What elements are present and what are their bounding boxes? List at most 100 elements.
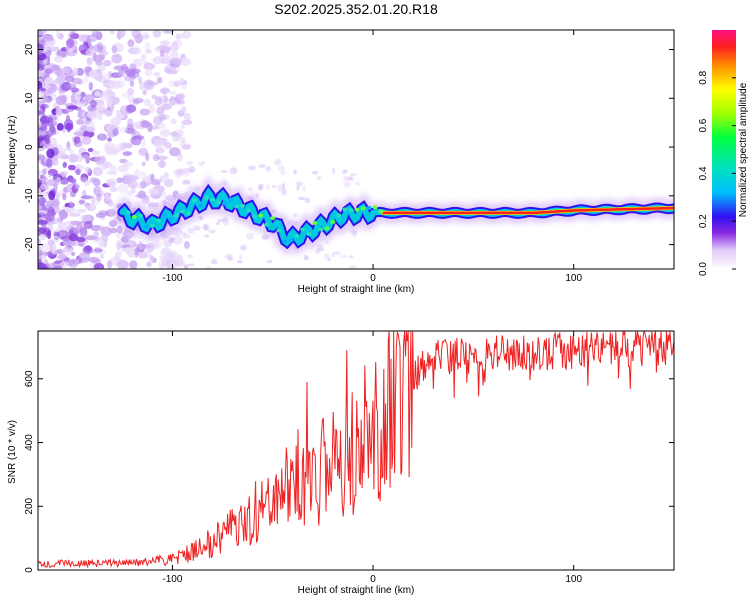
noise-blob: [49, 137, 57, 147]
noise-blob: [127, 247, 136, 258]
noise-blob: [38, 253, 43, 259]
noise-blob: [82, 136, 92, 145]
noise-blob: [293, 169, 297, 175]
noise-blob: [118, 30, 126, 38]
noise-blob: [82, 76, 90, 84]
noise-blob: [93, 248, 103, 253]
noise-blob: [324, 253, 330, 260]
noise-blob: [327, 257, 331, 262]
noise-blob: [153, 139, 165, 149]
noise-blob: [68, 148, 74, 154]
noise-blob: [94, 189, 104, 197]
noise-blob: [38, 249, 43, 257]
noise-blob: [97, 113, 103, 121]
noise-blob: [347, 271, 355, 276]
noise-blob: [265, 165, 272, 172]
noise-blob: [183, 112, 191, 122]
noise-blob: [95, 224, 105, 231]
noise-blob: [98, 210, 107, 215]
noise-blob: [85, 49, 95, 56]
noise-blob: [60, 82, 71, 92]
noise-blob: [170, 131, 178, 137]
noise-blob: [131, 46, 143, 55]
noise-blob: [62, 192, 67, 201]
noise-blob: [171, 258, 181, 268]
noise-blob: [41, 34, 54, 43]
noise-blob: [141, 34, 150, 39]
noise-blob: [86, 57, 93, 66]
noise-blob: [81, 154, 90, 160]
noise-blob: [88, 69, 100, 79]
ridge-blob: [354, 207, 360, 212]
noise-blob: [342, 169, 348, 174]
colorbar-tick-label: 0.6: [698, 118, 709, 132]
noise-blob: [87, 147, 94, 153]
noise-blob: [281, 183, 285, 190]
noise-blob: [210, 260, 218, 265]
noise-blob: [70, 94, 76, 102]
noise-blob: [92, 44, 104, 53]
noise-blob: [152, 56, 163, 65]
noise-blob: [98, 51, 109, 56]
colorbar-gradient: [712, 30, 736, 269]
noise-blob: [169, 51, 179, 59]
spectrogram-y-tick-label: 20: [24, 44, 35, 56]
noise-blob: [187, 263, 195, 267]
noise-blob: [172, 39, 183, 48]
ridge-blob: [246, 208, 252, 213]
ridge-blob: [204, 195, 209, 200]
noise-blob: [68, 259, 79, 268]
noise-blob: [132, 97, 144, 104]
noise-blob: [143, 62, 156, 70]
noise-blob: [186, 254, 194, 259]
noise-blob: [349, 265, 356, 269]
noise-blob: [96, 41, 104, 51]
noise-blob: [68, 201, 74, 207]
noise-blob: [117, 183, 129, 194]
noise-blob: [141, 31, 150, 41]
ridge-blob: [348, 208, 354, 213]
noise-blob: [83, 179, 91, 186]
ridge-blob: [149, 223, 155, 228]
noise-blob: [56, 30, 61, 39]
noise-blob: [161, 247, 172, 255]
noise-blob: [58, 171, 69, 176]
noise-blob: [349, 255, 354, 259]
noise-blob: [80, 173, 89, 182]
noise-blob: [87, 110, 99, 119]
noise-blob: [128, 47, 140, 55]
noise-blob: [86, 34, 98, 42]
noise-blob: [92, 167, 104, 176]
noise-blob: [174, 172, 182, 179]
noise-blob: [127, 39, 135, 48]
noise-blob: [125, 68, 136, 77]
colorbar-tick-label: 0.8: [698, 70, 709, 84]
noise-blob: [50, 129, 57, 136]
noise-blob: [277, 165, 286, 172]
ridge-blob: [161, 212, 167, 217]
spectrogram-y-tick-label: -20: [24, 237, 35, 252]
noise-blob: [46, 185, 52, 191]
noise-blob: [145, 49, 152, 54]
noise-blob: [78, 252, 91, 260]
noise-blob: [111, 45, 118, 54]
noise-blob: [47, 173, 53, 178]
noise-blob: [42, 168, 47, 175]
ridge-blob: [143, 224, 149, 229]
noise-blob: [97, 63, 107, 72]
noise-blob: [175, 33, 183, 40]
ridge-blob: [131, 214, 137, 219]
snr-panel: -100 0 100 0 200 400 600 Height of straight li…: [7, 330, 675, 596]
noise-blob: [221, 170, 228, 173]
ridge-blob: [258, 213, 264, 218]
noise-blob: [38, 190, 43, 199]
noise-blob: [240, 245, 247, 251]
ridge-blob: [270, 216, 276, 221]
noise-blob: [94, 90, 101, 97]
figure-title: S202.2025.352.01.20.R18: [274, 1, 438, 17]
noise-blob: [38, 36, 43, 41]
noise-blob: [87, 203, 97, 212]
noise-blob: [180, 123, 185, 130]
noise-blob: [145, 242, 155, 253]
noise-blob: [109, 164, 118, 173]
